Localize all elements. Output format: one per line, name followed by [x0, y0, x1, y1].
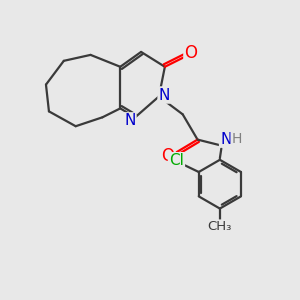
- Text: N: N: [124, 113, 136, 128]
- Text: O: O: [161, 147, 174, 165]
- Text: N: N: [220, 131, 232, 146]
- Text: Cl: Cl: [169, 153, 184, 168]
- Text: CH₃: CH₃: [208, 220, 232, 233]
- Text: N: N: [159, 88, 170, 103]
- Text: H: H: [232, 132, 242, 146]
- Text: O: O: [184, 44, 197, 62]
